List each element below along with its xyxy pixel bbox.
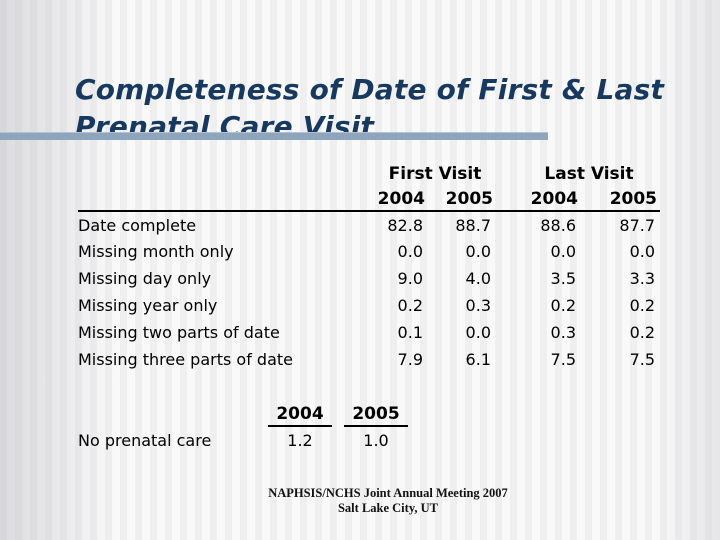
column-gap — [332, 426, 344, 454]
value-cell: 88.6 — [540, 215, 576, 235]
group-header-last-visit: Last Visit — [544, 164, 634, 184]
group-header-first-visit: First Visit — [388, 164, 482, 184]
table-row: Missing year only 0.2 0.3 0.2 0.2 — [78, 292, 660, 319]
visit-year-header-row: 2004 2005 2004 2005 — [78, 188, 661, 212]
value-cell: 0.0 — [397, 242, 423, 261]
value-cell: 1.0 — [363, 431, 389, 450]
value-cell: 0.2 — [550, 296, 576, 315]
value-cell: 0.0 — [465, 242, 491, 261]
no-care-year-header-row: 2004 2005 — [78, 403, 408, 427]
value-cell: 0.1 — [397, 323, 423, 342]
value-cell: 0.2 — [397, 296, 423, 315]
value-cell: 4.0 — [465, 269, 491, 288]
label-column-spacer — [78, 188, 360, 212]
year-header: 2004 — [360, 188, 428, 212]
value-cell: 0.0 — [629, 242, 656, 261]
year-header: 2005 — [581, 188, 661, 212]
value-cell: 9.0 — [397, 269, 423, 288]
slide-footer: NAPHSIS/NCHS Joint Annual Meeting 2007 S… — [56, 486, 720, 516]
value-cell: 7.5 — [629, 350, 656, 369]
row-label: Missing two parts of date — [78, 323, 280, 342]
column-gap — [332, 403, 344, 426]
table-row: Missing day only 9.0 4.0 3.5 3.3 — [78, 265, 660, 292]
value-cell: 1.2 — [287, 431, 313, 450]
value-cell: 7.5 — [550, 350, 576, 369]
value-cell: 87.7 — [619, 215, 656, 235]
table-row: No prenatal care 1.2 1.0 — [78, 426, 408, 454]
value-cell: 7.9 — [397, 350, 423, 369]
value-cell: 6.1 — [465, 350, 491, 369]
slide-title-line1: Completeness of Date of First & Last — [75, 72, 665, 106]
value-cell: 0.3 — [465, 296, 491, 315]
value-cell: 82.8 — [387, 215, 423, 235]
label-column-spacer — [78, 160, 360, 188]
row-label: Missing day only — [78, 269, 212, 288]
value-cell: 3.5 — [550, 269, 576, 288]
footer-line2: Salt Lake City, UT — [337, 501, 438, 515]
footer-line1: NAPHSIS/NCHS Joint Annual Meeting 2007 — [268, 486, 508, 500]
row-label: Missing month only — [78, 242, 234, 261]
label-column-spacer — [78, 403, 268, 426]
row-label: Date complete — [78, 215, 197, 235]
table-row: Missing three parts of date 7.9 6.1 7.5 … — [78, 346, 660, 373]
value-cell: 0.2 — [629, 296, 656, 315]
row-label: Missing year only — [78, 296, 218, 315]
visit-completeness-table: First Visit Last Visit 2004 2005 2004 20… — [78, 160, 661, 373]
value-cell: 0.0 — [465, 323, 491, 342]
visit-group-header-row: First Visit Last Visit — [78, 160, 660, 188]
value-cell: 0.0 — [550, 242, 576, 261]
row-label: Missing three parts of date — [78, 350, 293, 369]
year-header: 2005 — [344, 403, 408, 427]
table-row: Missing two parts of date 0.1 0.0 0.3 0.… — [78, 319, 660, 346]
year-header: 2004 — [268, 403, 332, 427]
value-cell: 3.3 — [629, 269, 656, 288]
title-divider-bar — [0, 132, 548, 140]
value-cell: 88.7 — [455, 215, 491, 235]
table-row: Missing month only 0.0 0.0 0.0 0.0 — [78, 238, 660, 265]
slide-title: Completeness of Date of First & Last Pre… — [75, 71, 695, 145]
table-row: Date complete 82.8 88.7 88.6 87.7 — [78, 211, 660, 238]
year-header: 2005 — [428, 188, 496, 212]
row-label: No prenatal care — [78, 430, 212, 450]
value-cell: 0.3 — [550, 323, 576, 342]
year-header: 2004 — [496, 188, 581, 212]
no-prenatal-care-table: 2004 2005 No prenatal care 1.2 1.0 — [78, 403, 408, 454]
value-cell: 0.2 — [629, 323, 656, 342]
